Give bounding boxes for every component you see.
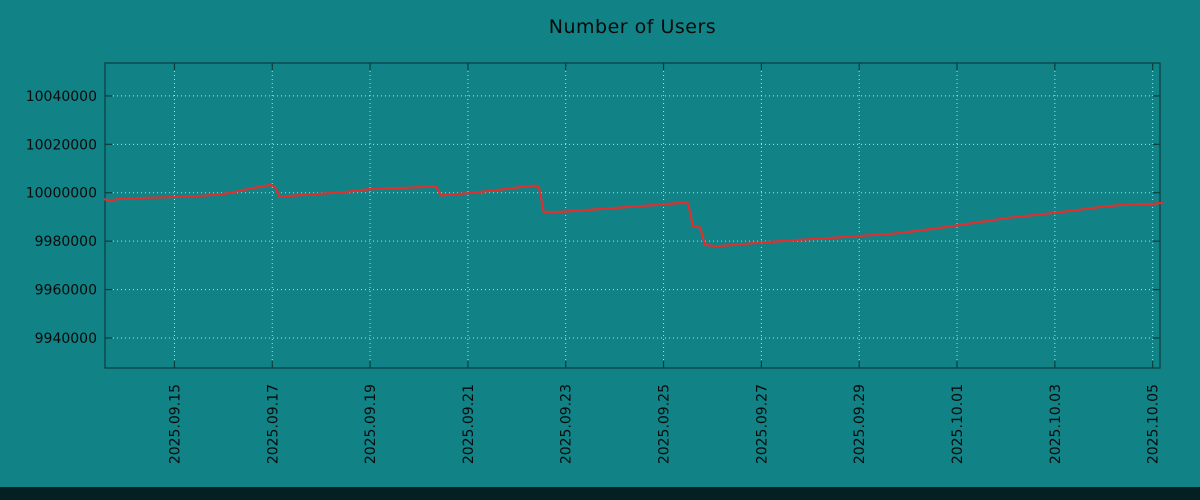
x-tick-label: 2025.10.01 <box>950 384 966 464</box>
y-tick-label: 9940000 <box>35 331 97 347</box>
x-tick-label: 2025.09.17 <box>265 384 281 464</box>
chart: Number of Users 9940000 9960000 9980000 100… <box>0 0 1200 487</box>
x-tick-label: 2025.09.29 <box>852 384 868 464</box>
bottom-bar <box>0 487 1200 500</box>
x-tick-label: 2025.09.23 <box>559 384 575 464</box>
x-tick-label: 2025.10.03 <box>1048 384 1064 464</box>
x-tick-label: 2025.09.19 <box>363 384 379 464</box>
y-tick-label: 9960000 <box>35 283 97 299</box>
x-tick-label: 2025.09.21 <box>461 384 477 464</box>
chart-title: Number of Users <box>548 16 717 38</box>
users-line-series <box>103 183 1164 248</box>
y-tick-label: 10000000 <box>26 186 97 202</box>
x-tick-label: 2025.09.15 <box>167 384 183 464</box>
x-tick-label: 2025.10.05 <box>1146 384 1162 464</box>
plot-border <box>104 62 1161 369</box>
x-tick-label: 2025.09.27 <box>754 384 770 464</box>
y-tick-label: 9980000 <box>35 234 97 250</box>
y-tick-label: 10020000 <box>26 137 97 153</box>
y-tick-label: 10040000 <box>26 89 97 105</box>
plot-area: 9940000 9960000 9980000 10000000 10020000 100… <box>26 62 1164 464</box>
x-tick-label: 2025.09.25 <box>657 384 673 464</box>
